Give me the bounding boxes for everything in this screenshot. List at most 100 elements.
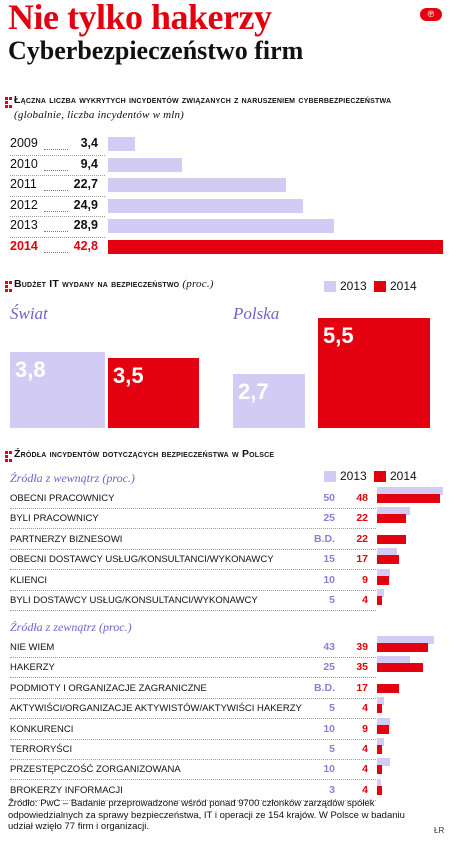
- row-separator: [10, 236, 105, 238]
- row-separator: [10, 677, 376, 679]
- year-label: 2009: [10, 136, 38, 150]
- author-initials: ŁR: [434, 826, 445, 835]
- incidents-title-main: Łączna liczba wykrytych incydentów związ…: [14, 94, 392, 106]
- incident-bar: [108, 137, 135, 151]
- year-label: 2013: [10, 218, 38, 232]
- row-separator: [10, 610, 376, 611]
- year-label: 2014: [10, 238, 38, 253]
- page-title: Nie tylko hakerzy: [8, 0, 272, 37]
- row-separator: [10, 548, 376, 550]
- leader-dots: [44, 169, 68, 171]
- year-label: 2011: [10, 177, 37, 191]
- row-separator: [10, 799, 376, 801]
- leader-dots: [44, 251, 68, 253]
- value-2013: 10: [323, 573, 335, 586]
- source-row-label: KLIENCI: [10, 574, 47, 586]
- sources-chart-title: Źródła incydentów dotyczących bezpieczeń…: [14, 448, 275, 460]
- budget-value-2013: 3,8: [15, 357, 46, 382]
- bar-2014: [377, 765, 383, 775]
- bar-2013: [377, 717, 391, 726]
- budget-bar-2014: [108, 358, 199, 428]
- legend-2014-swatch: [374, 471, 386, 482]
- value-2013: 43: [323, 641, 335, 653]
- bar-2013: [377, 548, 397, 557]
- value-2013: 5: [329, 743, 335, 755]
- value-2013: 3: [329, 783, 335, 796]
- value-label: 9,4: [80, 156, 98, 171]
- bar-2013: [377, 758, 391, 767]
- legend-2014-label: 2014: [390, 469, 417, 483]
- bar-2014: [377, 724, 389, 734]
- source-row-label: BYLI PRACOWNICY: [10, 513, 99, 525]
- incident-bar: [108, 219, 335, 233]
- row-separator: [10, 718, 376, 720]
- year-label: 2010: [10, 156, 38, 171]
- bar-2014: [377, 534, 407, 544]
- value-2014: 22: [356, 532, 368, 545]
- row-separator: [10, 195, 105, 197]
- row-separator: [10, 589, 376, 591]
- bar-2014: [377, 514, 407, 524]
- value-2014: 9: [362, 573, 368, 586]
- section-marker-icon: [5, 451, 8, 454]
- source-row-label: BROKERZY INFORMACJI: [10, 784, 123, 796]
- budget-value-2014: 5,5: [323, 323, 354, 348]
- row-separator: [10, 175, 105, 176]
- row-separator: [10, 508, 376, 509]
- legend-2013-label: 2013: [340, 469, 367, 483]
- value-2014: 48: [356, 492, 368, 504]
- value-2014: 17: [356, 681, 368, 694]
- row-separator: [10, 528, 376, 530]
- budget-bar-2013: [233, 374, 305, 428]
- value-2014: 4: [362, 783, 368, 796]
- incidents-chart-title: Łączna liczba wykrytych incydentów związ…: [14, 93, 444, 123]
- source-note: Źródło: PwC – Badanie przeprowadzone wśr…: [8, 798, 405, 832]
- source-row-label: HAKERZY: [10, 662, 55, 674]
- budget-title-note: (proc.): [182, 278, 214, 290]
- bar-2014: [377, 555, 400, 565]
- bar-2014: [377, 596, 383, 605]
- source-row-label: PRZESTĘPCZOŚĆ ZORGANIZOWANA: [10, 764, 181, 776]
- bar-2013: [377, 656, 410, 665]
- incident-bar: [108, 157, 182, 172]
- bar-2014: [377, 663, 424, 673]
- value-label: 24,9: [73, 197, 98, 212]
- source-group-label: Źródła z zewnątrz (proc.): [10, 620, 132, 634]
- budget-group-label: Świat: [10, 304, 48, 323]
- incident-bar: [108, 198, 303, 213]
- bar-2014: [377, 643, 429, 652]
- row-separator: [10, 569, 376, 571]
- bar-2014: [377, 575, 389, 585]
- source-row-label: KONKURENCI: [10, 723, 74, 735]
- bar-2014: [377, 494, 441, 503]
- value-label: 3,4: [80, 136, 98, 150]
- year-label: 2012: [10, 197, 38, 212]
- value-2014: 4: [362, 763, 368, 776]
- legend-2014-swatch: [374, 281, 386, 292]
- legend-2014-label: 2014: [390, 279, 417, 293]
- row-separator: [10, 738, 376, 740]
- bar-2013: [377, 568, 391, 577]
- value-2013: 50: [323, 492, 335, 504]
- value-2013: B.D.: [314, 532, 335, 545]
- leader-dots: [44, 210, 68, 212]
- budget-bar-2014: [318, 318, 430, 428]
- value-label: 42,8: [73, 238, 98, 253]
- bar-2013: [377, 778, 381, 787]
- value-2014: 4: [362, 702, 368, 715]
- bar-2014: [377, 704, 383, 714]
- row-separator: [10, 154, 105, 156]
- row-separator: [10, 216, 105, 217]
- value-2014: 9: [362, 722, 368, 735]
- incidents-title-note: (globalnie, liczba incydentów w mln): [14, 109, 185, 121]
- bar-2013: [377, 589, 384, 597]
- leader-dots: [44, 231, 68, 232]
- value-2013: 25: [323, 661, 335, 674]
- value-2013: 25: [323, 512, 335, 525]
- value-2013: 5: [329, 702, 335, 715]
- bar-2014: [377, 745, 383, 754]
- row-separator: [10, 697, 376, 699]
- bar-2013: [377, 738, 384, 746]
- value-2013: 10: [323, 763, 335, 776]
- bar-2014: [377, 683, 400, 693]
